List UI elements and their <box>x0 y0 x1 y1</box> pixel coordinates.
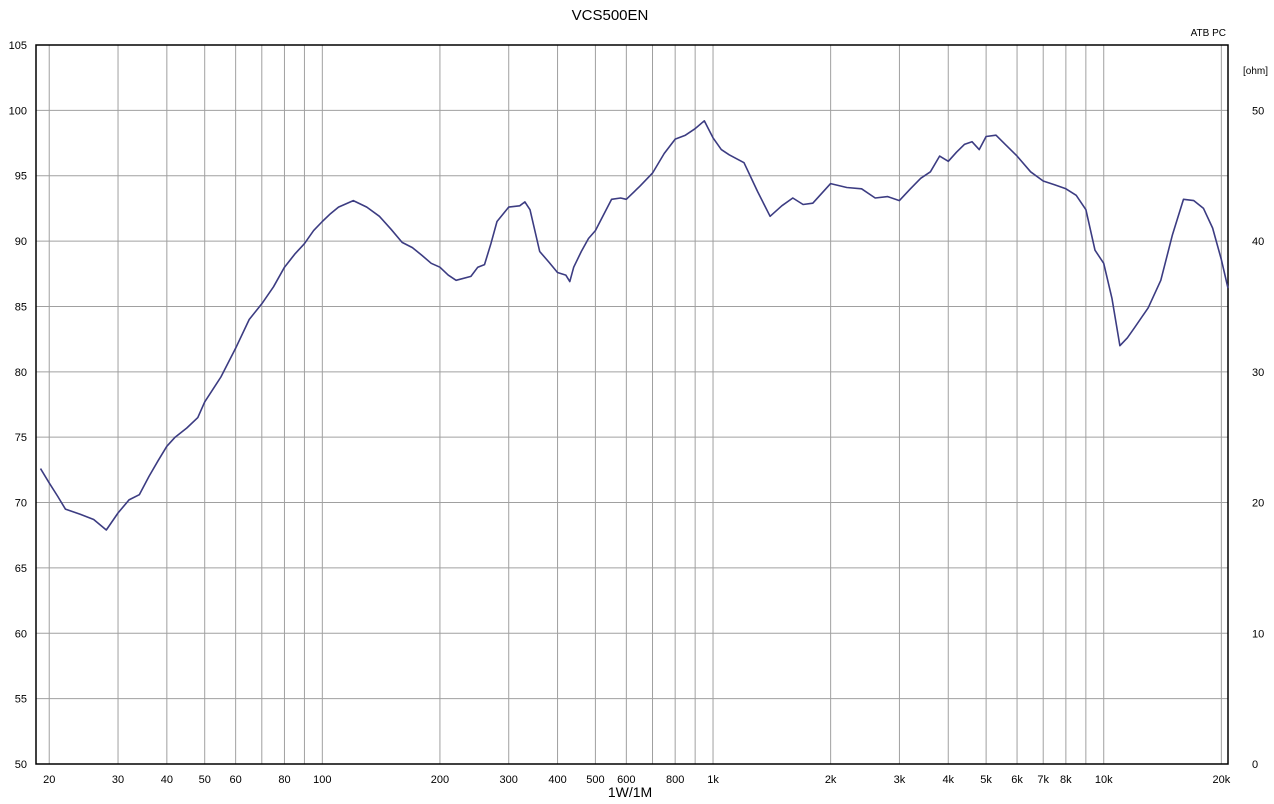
x-tick-label: 100 <box>313 774 331 786</box>
x-tick-label: 80 <box>278 774 290 786</box>
y-tick-label: 90 <box>15 236 27 248</box>
right-y-tick-label: 40 <box>1252 236 1264 248</box>
y-axis-ticks: 50 55 60 65 70 75 80 85 90 95 100 105 <box>9 40 27 771</box>
y-tick-label: 80 <box>15 367 27 379</box>
right-y-axis-ticks: 0 10 20 30 40 50 <box>1252 105 1264 771</box>
x-axis-ticks: 20 30 40 50 60 80 100 200 300 400 500 600 800 1k 2k 3k 4… <box>43 774 1231 786</box>
x-tick-label: 60 <box>230 774 242 786</box>
x-tick-label: 20k <box>1212 774 1230 786</box>
x-tick-label: 7k <box>1037 774 1049 786</box>
x-tick-label: 1k <box>707 774 719 786</box>
x-tick-label: 500 <box>586 774 604 786</box>
x-tick-label: 300 <box>500 774 518 786</box>
corner-label: ATB PC <box>1191 28 1226 39</box>
right-y-tick-label: 10 <box>1252 628 1264 640</box>
x-tick-label: 30 <box>112 774 124 786</box>
right-y-tick-label: 20 <box>1252 498 1264 510</box>
series-layer <box>39 120 1229 531</box>
x-axis-label: 1W/1M <box>608 784 652 800</box>
y-tick-label: 65 <box>15 563 27 575</box>
y-tick-label: 85 <box>15 301 27 313</box>
right-y-tick-label: 50 <box>1252 105 1264 117</box>
x-tick-label: 40 <box>161 774 173 786</box>
x-gridlines <box>48 45 1222 764</box>
y-gridlines <box>36 44 1228 765</box>
y-tick-label: 50 <box>15 759 27 771</box>
x-tick-label: 3k <box>894 774 906 786</box>
x-tick-label: 600 <box>617 774 635 786</box>
y-tick-label: 60 <box>15 628 27 640</box>
right-y-tick-label: 0 <box>1252 759 1258 771</box>
right-axis-unit-label: [ohm] <box>1243 66 1268 77</box>
y-tick-label: 70 <box>15 498 27 510</box>
chart-title: VCS500EN <box>572 7 649 24</box>
x-tick-label: 50 <box>199 774 211 786</box>
x-tick-label: 400 <box>548 774 566 786</box>
plot-area-frame <box>35 44 1229 765</box>
y-tick-label: 100 <box>9 105 27 117</box>
x-tick-label: 2k <box>825 774 837 786</box>
x-tick-label: 8k <box>1060 774 1072 786</box>
x-tick-label: 200 <box>431 774 449 786</box>
x-tick-label: 4k <box>942 774 954 786</box>
x-tick-label: 6k <box>1011 774 1023 786</box>
y-tick-label: 55 <box>15 694 27 706</box>
x-tick-label: 5k <box>980 774 992 786</box>
x-tick-label: 20 <box>43 774 55 786</box>
x-tick-label: 800 <box>666 774 684 786</box>
x-tick-label: 10k <box>1095 774 1113 786</box>
y-tick-label: 75 <box>15 432 27 444</box>
y-tick-label: 95 <box>15 171 27 183</box>
right-y-tick-label: 30 <box>1252 367 1264 379</box>
response-curve <box>39 120 1229 531</box>
y-tick-label: 105 <box>9 40 27 52</box>
